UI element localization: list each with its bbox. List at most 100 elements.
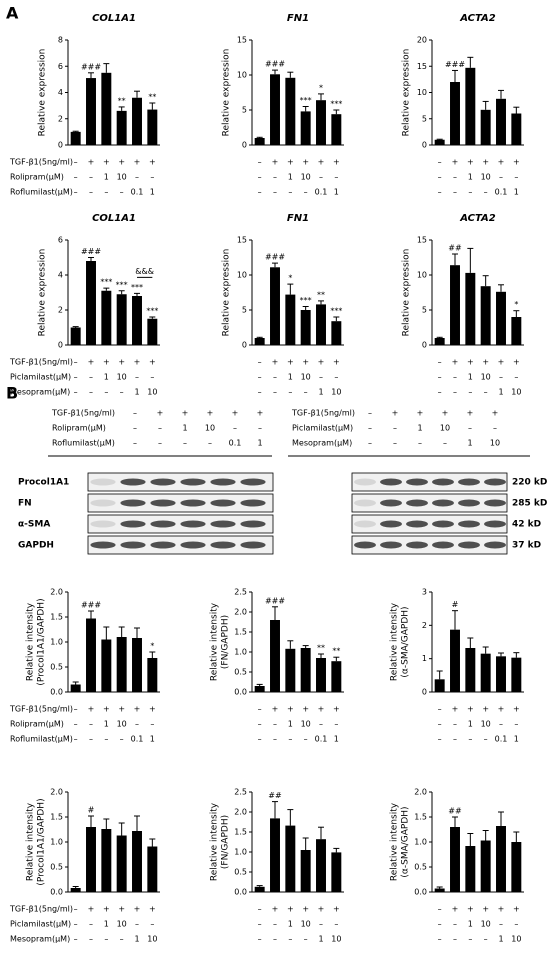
treatment-mark: 1 [514, 188, 519, 197]
treatment-mark: 1 [468, 373, 473, 382]
treatment-mark: – [484, 188, 488, 197]
treatment-mark: 1 [104, 373, 109, 382]
blot-band [120, 520, 146, 528]
y-tick-label: 2.0 [50, 588, 63, 597]
treatment-mark: – [468, 424, 472, 433]
treatment-mark: – [453, 188, 457, 197]
treatment-mark: + [207, 409, 214, 418]
bar [147, 846, 158, 892]
blot-band [380, 478, 402, 486]
y-tick-label: 10 [417, 88, 427, 97]
bar [496, 291, 506, 345]
blot-band [484, 541, 506, 549]
blot-band [150, 478, 176, 486]
bar [147, 109, 158, 145]
blot-band [484, 478, 506, 486]
treatment-mark: 10 [117, 173, 127, 182]
bar [270, 818, 280, 892]
treatment-mark: 1 [288, 373, 293, 382]
treatment-mark: – [393, 439, 397, 448]
y-tick-label: 2.5 [234, 788, 247, 797]
treatment-mark: 10 [511, 935, 521, 944]
y-tick-label: 0.5 [234, 668, 247, 677]
treatment-mark: + [498, 358, 505, 367]
treatment-mark: – [319, 173, 323, 182]
treatment-mark: 1 [134, 935, 139, 944]
treatment-mark: 10 [301, 920, 311, 929]
treatment-mark: – [258, 935, 262, 944]
bar [70, 888, 81, 892]
y-axis-label: Relative intensity [390, 602, 400, 681]
treatment-mark: – [150, 720, 154, 729]
y-axis-label: (Procol1A1/GAPDH) [37, 598, 47, 685]
y-tick-label: 0.5 [414, 863, 427, 872]
treatment-mark: – [89, 735, 93, 744]
treatment-mark: 1 [288, 173, 293, 182]
treatment-mark: – [438, 720, 442, 729]
treatment-mark: 0.1 [131, 735, 144, 744]
treatment-mark: 10 [440, 424, 450, 433]
blot-band [484, 499, 506, 507]
treatment-mark: – [74, 158, 78, 167]
treatment-mark: – [135, 373, 139, 382]
blot-band [458, 478, 480, 486]
y-tick-label: 0 [58, 341, 63, 350]
y-tick-label: 0.5 [234, 868, 247, 877]
bar [70, 327, 81, 345]
treatment-mark: – [104, 388, 108, 397]
treatment-mark: – [438, 358, 442, 367]
treatment-mark: – [74, 905, 78, 914]
blot-frame [351, 472, 508, 492]
y-tick-label: 5 [242, 306, 247, 315]
treatment-mark: 0.1 [229, 439, 242, 448]
treatment-mark: + [482, 358, 489, 367]
treatment-mark: – [74, 388, 78, 397]
bar [511, 113, 522, 145]
y-axis-label: (Procol1A1/GAPDH) [37, 798, 47, 885]
treatment-mark: – [334, 173, 338, 182]
bar [511, 317, 522, 345]
treatment-mark: – [258, 358, 262, 367]
treatment-mark: 10 [481, 373, 491, 382]
treatment-mark: 1 [104, 173, 109, 182]
treatment-mark: – [135, 720, 139, 729]
y-axis-label: Relative intensity [210, 602, 220, 681]
treatment-mark: – [319, 920, 323, 929]
treatment-mark: + [492, 409, 499, 418]
bar [285, 294, 296, 345]
treatment-mark: – [304, 188, 308, 197]
y-axis-label: Relative expression [222, 49, 232, 137]
treatment-mark: + [287, 905, 294, 914]
treatment-mark: + [118, 158, 125, 167]
significance: * [319, 83, 323, 92]
y-tick-label: 5 [242, 106, 247, 115]
y-axis-label: Relative intensity [210, 802, 220, 881]
y-axis-label: Relative intensity [26, 602, 36, 681]
treatment-label: TGF-β1(5ng/ml) [9, 705, 73, 714]
treatment-mark: + [302, 905, 309, 914]
bar [254, 138, 265, 145]
treatment-mark: + [134, 358, 141, 367]
bar [316, 839, 326, 892]
bar [496, 826, 506, 892]
y-tick-label: 1.5 [50, 613, 63, 622]
blot-band [240, 541, 266, 549]
treatment-mark: + [149, 158, 156, 167]
y-tick-label: 5 [422, 306, 427, 315]
treatment-label: Roflumilast(μM) [10, 735, 73, 744]
bar [147, 318, 158, 345]
blot-band [120, 499, 146, 507]
bar [116, 835, 127, 892]
treatment-mark: – [288, 188, 292, 197]
treatment-mark: – [258, 720, 262, 729]
treatment-mark: – [493, 424, 497, 433]
bar [101, 290, 112, 345]
bar [300, 850, 311, 892]
bar [450, 629, 460, 692]
bar [465, 648, 476, 692]
y-axis-label: Relative expression [402, 249, 412, 337]
y-tick-label: 8 [58, 36, 63, 45]
y-tick-label: 2.0 [234, 808, 247, 817]
y-tick-label: 6 [58, 62, 63, 71]
